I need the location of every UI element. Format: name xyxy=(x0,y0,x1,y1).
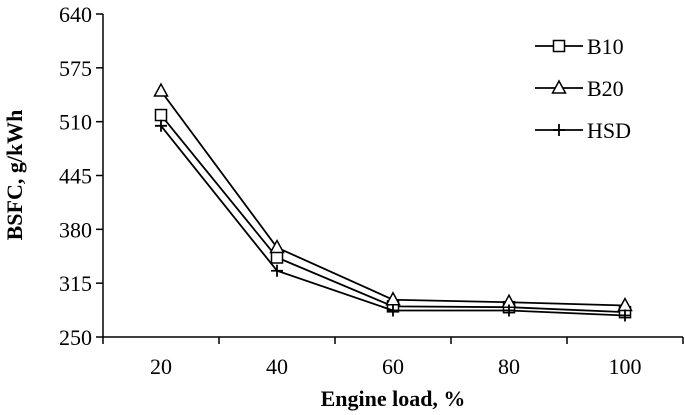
data-point-b20 xyxy=(385,291,401,306)
x-tick-label: 20 xyxy=(150,354,172,379)
legend-marker-b10 xyxy=(552,39,566,53)
legend-label-hsd: HSD xyxy=(587,118,631,143)
data-point-b10 xyxy=(154,108,168,122)
series-b20 xyxy=(153,82,633,312)
y-tick-label: 250 xyxy=(59,325,92,350)
data-point-hsd xyxy=(503,304,515,317)
legend-marker-hsd xyxy=(553,124,565,136)
y-axis-ticks: 250 315 380 445 510 575 640 xyxy=(59,2,103,350)
legend-item-b10: B10 xyxy=(535,34,624,59)
y-tick-label: 315 xyxy=(59,271,92,296)
data-point-b10 xyxy=(270,251,284,264)
y-tick-label: 380 xyxy=(59,217,92,242)
legend-marker-b20 xyxy=(551,79,567,94)
y-tick-label: 575 xyxy=(59,56,92,81)
data-point-hsd xyxy=(271,264,283,277)
legend-label-b20: B20 xyxy=(587,76,624,101)
series-line-b20 xyxy=(160,90,626,307)
axes xyxy=(102,14,683,338)
series-hsd xyxy=(155,119,631,322)
series-b10 xyxy=(154,108,632,319)
y-tick-label: 445 xyxy=(59,164,92,189)
x-axis-title: Engine load, % xyxy=(321,386,466,411)
legend-label-b10: B10 xyxy=(587,34,624,59)
x-tick-label: 100 xyxy=(609,354,642,379)
data-point-hsd xyxy=(619,309,631,322)
x-tick-label: 60 xyxy=(382,354,404,379)
x-tick-label: 80 xyxy=(498,354,520,379)
x-axis-ticks: 20 40 60 80 100 xyxy=(102,337,684,379)
y-axis-title: BSFC, g/kWh xyxy=(2,110,27,241)
x-tick-label: 40 xyxy=(266,354,288,379)
data-point-hsd xyxy=(387,304,399,317)
legend: B10 B20 HSD xyxy=(535,34,631,143)
series-line-hsd xyxy=(160,125,626,317)
legend-item-hsd: HSD xyxy=(535,118,631,143)
series-layer xyxy=(153,82,633,322)
data-point-b20 xyxy=(269,238,285,254)
y-tick-label: 510 xyxy=(59,110,92,135)
data-point-hsd xyxy=(155,119,167,132)
legend-item-b20: B20 xyxy=(535,76,624,101)
y-tick-label: 640 xyxy=(59,2,92,27)
data-point-b20 xyxy=(153,82,169,97)
